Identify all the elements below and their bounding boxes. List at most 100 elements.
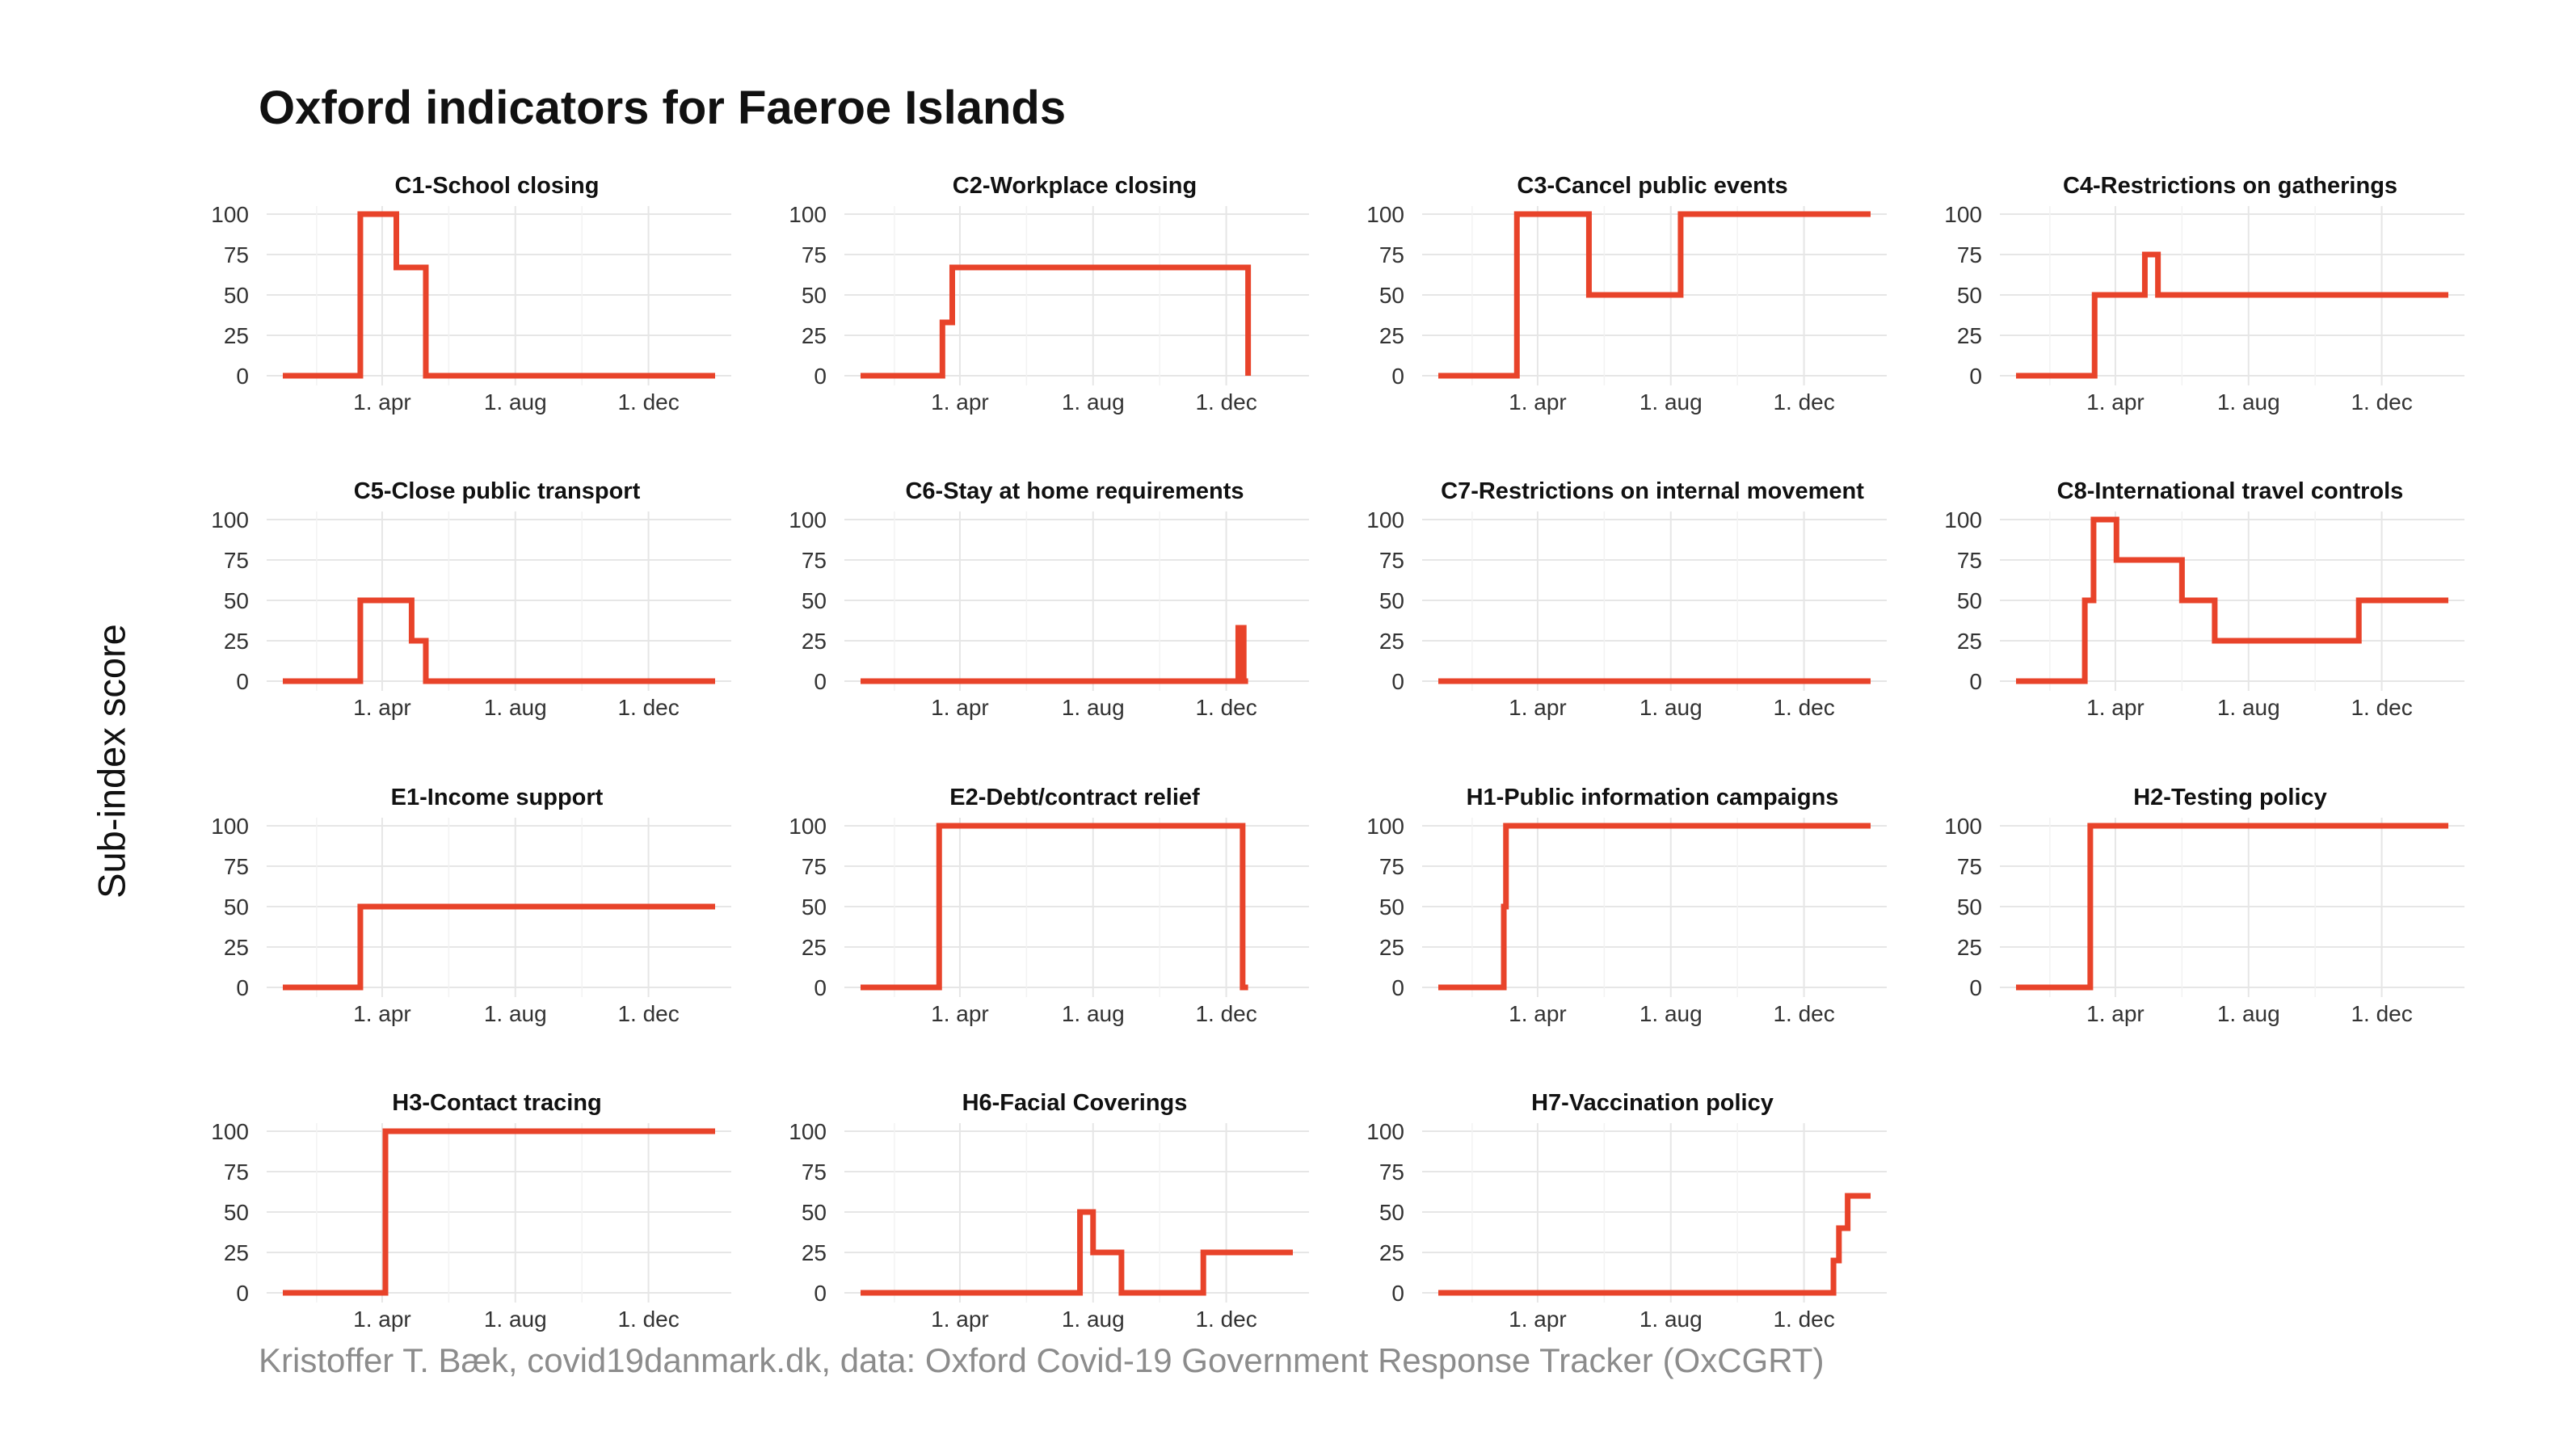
series-line (283, 903, 715, 991)
y-tick-label: 100 (1944, 507, 1982, 532)
y-tick-label: 50 (1957, 588, 1982, 613)
series-line (1438, 823, 1871, 991)
y-tick-label: 75 (1957, 242, 1982, 267)
y-tick-label: 0 (1969, 669, 1982, 694)
series-line (2016, 516, 2448, 684)
y-tick-label: 25 (802, 1240, 827, 1265)
x-tick-label: 1. aug (1062, 695, 1125, 720)
x-tick-label: 1. aug (1062, 1001, 1125, 1026)
y-tick-label: 75 (1379, 854, 1404, 879)
y-tick-label: 50 (1957, 283, 1982, 308)
series-line (283, 597, 715, 684)
y-tick-label: 0 (1391, 975, 1404, 1000)
x-tick-label: 1. apr (353, 695, 411, 720)
x-tick-label: 1. apr (1509, 1307, 1567, 1332)
y-tick-label: 25 (224, 1240, 249, 1265)
x-tick-label: 1. aug (484, 389, 547, 415)
panel-8: C8-International travel controls 0 25 50 75 1… (1944, 478, 2464, 720)
y-tick-label: 100 (1944, 814, 1982, 839)
panel-13: H3-Contact tracing 0 25 50 75 100 1. apr 1. aug… (211, 1090, 731, 1332)
panel-title: C3-Cancel public events (1517, 173, 1787, 199)
x-tick-label: 1. dec (2351, 1001, 2412, 1026)
y-tick-label: 25 (802, 629, 827, 654)
y-tick-label: 100 (1366, 507, 1404, 532)
y-tick-label: 75 (224, 1160, 249, 1185)
series-line (2016, 251, 2448, 379)
y-tick-label: 0 (1969, 364, 1982, 389)
y-tick-label: 25 (1957, 935, 1982, 960)
y-tick-label: 0 (814, 975, 827, 1000)
y-tick-label: 0 (1391, 364, 1404, 389)
x-tick-label: 1. dec (2351, 389, 2412, 415)
y-tick-label: 100 (1366, 1119, 1404, 1144)
series-line (1438, 1193, 1871, 1296)
series-line (861, 1209, 1293, 1296)
y-tick-label: 25 (1379, 1240, 1404, 1265)
y-tick-label: 25 (1957, 629, 1982, 654)
y-tick-label: 0 (814, 1281, 827, 1306)
source-caption: Kristoffer T. Bæk, covid19danmark.dk, da… (259, 1341, 1825, 1379)
y-tick-label: 50 (224, 894, 249, 920)
x-tick-label: 1. apr (1509, 389, 1567, 415)
y-tick-label: 0 (814, 669, 827, 694)
x-tick-label: 1. dec (617, 1001, 679, 1026)
y-tick-label: 50 (1379, 283, 1404, 308)
panel-11: H1-Public information campaigns 0 25 50 75 10… (1366, 785, 1887, 1026)
x-tick-label: 1. dec (1195, 389, 1256, 415)
panel-title: H1-Public information campaigns (1467, 785, 1839, 810)
x-tick-label: 1. dec (617, 1307, 679, 1332)
x-tick-label: 1. aug (484, 1307, 547, 1332)
x-tick-label: 1. dec (1773, 1001, 1834, 1026)
x-tick-label: 1. apr (1509, 695, 1567, 720)
y-tick-label: 25 (1379, 935, 1404, 960)
x-tick-label: 1. aug (2217, 389, 2280, 415)
y-tick-label: 100 (211, 507, 249, 532)
x-tick-label: 1. dec (1195, 695, 1256, 720)
x-tick-label: 1. apr (353, 1001, 411, 1026)
x-tick-label: 1. dec (1195, 1001, 1256, 1026)
x-tick-label: 1. apr (2086, 1001, 2145, 1026)
panel-1: C1-School closing 0 25 50 75 100 1. apr 1. aug 1… (211, 173, 731, 415)
panel-12: H2-Testing policy 0 25 50 75 100 1. apr 1. aug 1… (1944, 785, 2464, 1026)
y-tick-label: 25 (1379, 629, 1404, 654)
panel-title: C1-School closing (395, 173, 600, 199)
panel-14: H6-Facial Coverings 0 25 50 75 100 1. apr 1. au… (789, 1090, 1309, 1332)
y-tick-label: 50 (224, 1200, 249, 1225)
y-tick-label: 75 (802, 548, 827, 573)
series-line (861, 823, 1248, 991)
y-tick-label: 50 (802, 894, 827, 920)
y-tick-label: 50 (1379, 1200, 1404, 1225)
x-tick-label: 1. apr (931, 695, 989, 720)
panel-title: H7-Vaccination policy (1531, 1090, 1774, 1116)
x-tick-label: 1. dec (1773, 695, 1834, 720)
y-tick-label: 25 (802, 323, 827, 348)
y-tick-label: 25 (1957, 323, 1982, 348)
x-tick-label: 1. aug (484, 1001, 547, 1026)
y-tick-label: 25 (224, 935, 249, 960)
panel-title: H6-Facial Coverings (962, 1090, 1188, 1116)
y-tick-label: 0 (236, 1281, 249, 1306)
y-tick-label: 75 (802, 854, 827, 879)
y-tick-label: 50 (802, 283, 827, 308)
y-tick-label: 75 (1379, 1160, 1404, 1185)
x-tick-label: 1. aug (484, 695, 547, 720)
y-tick-label: 25 (224, 323, 249, 348)
chart-title: Oxford indicators for Faeroe Islands (259, 82, 1067, 134)
x-tick-label: 1. dec (617, 695, 679, 720)
panel-title: C2-Workplace closing (953, 173, 1197, 199)
panel-2: C2-Workplace closing 0 25 50 75 100 1. apr 1. a… (789, 173, 1309, 415)
y-tick-label: 50 (802, 1200, 827, 1225)
panel-6: C6-Stay at home requirements 0 25 50 75 100 1.… (789, 478, 1309, 720)
y-tick-label: 50 (802, 588, 827, 613)
y-tick-label: 100 (789, 202, 827, 227)
y-tick-label: 0 (1391, 1281, 1404, 1306)
panel-4: C4-Restrictions on gatherings 0 25 50 75 100 1… (1944, 173, 2464, 415)
y-tick-label: 50 (224, 588, 249, 613)
y-tick-label: 0 (236, 669, 249, 694)
y-tick-label: 25 (224, 629, 249, 654)
y-tick-label: 75 (1379, 548, 1404, 573)
y-tick-label: 75 (802, 242, 827, 267)
panel-9: E1-Income support 0 25 50 75 100 1. apr 1. aug 1… (211, 785, 731, 1026)
series-line (1438, 211, 1871, 379)
panel-title: C8-International travel controls (2057, 478, 2404, 504)
